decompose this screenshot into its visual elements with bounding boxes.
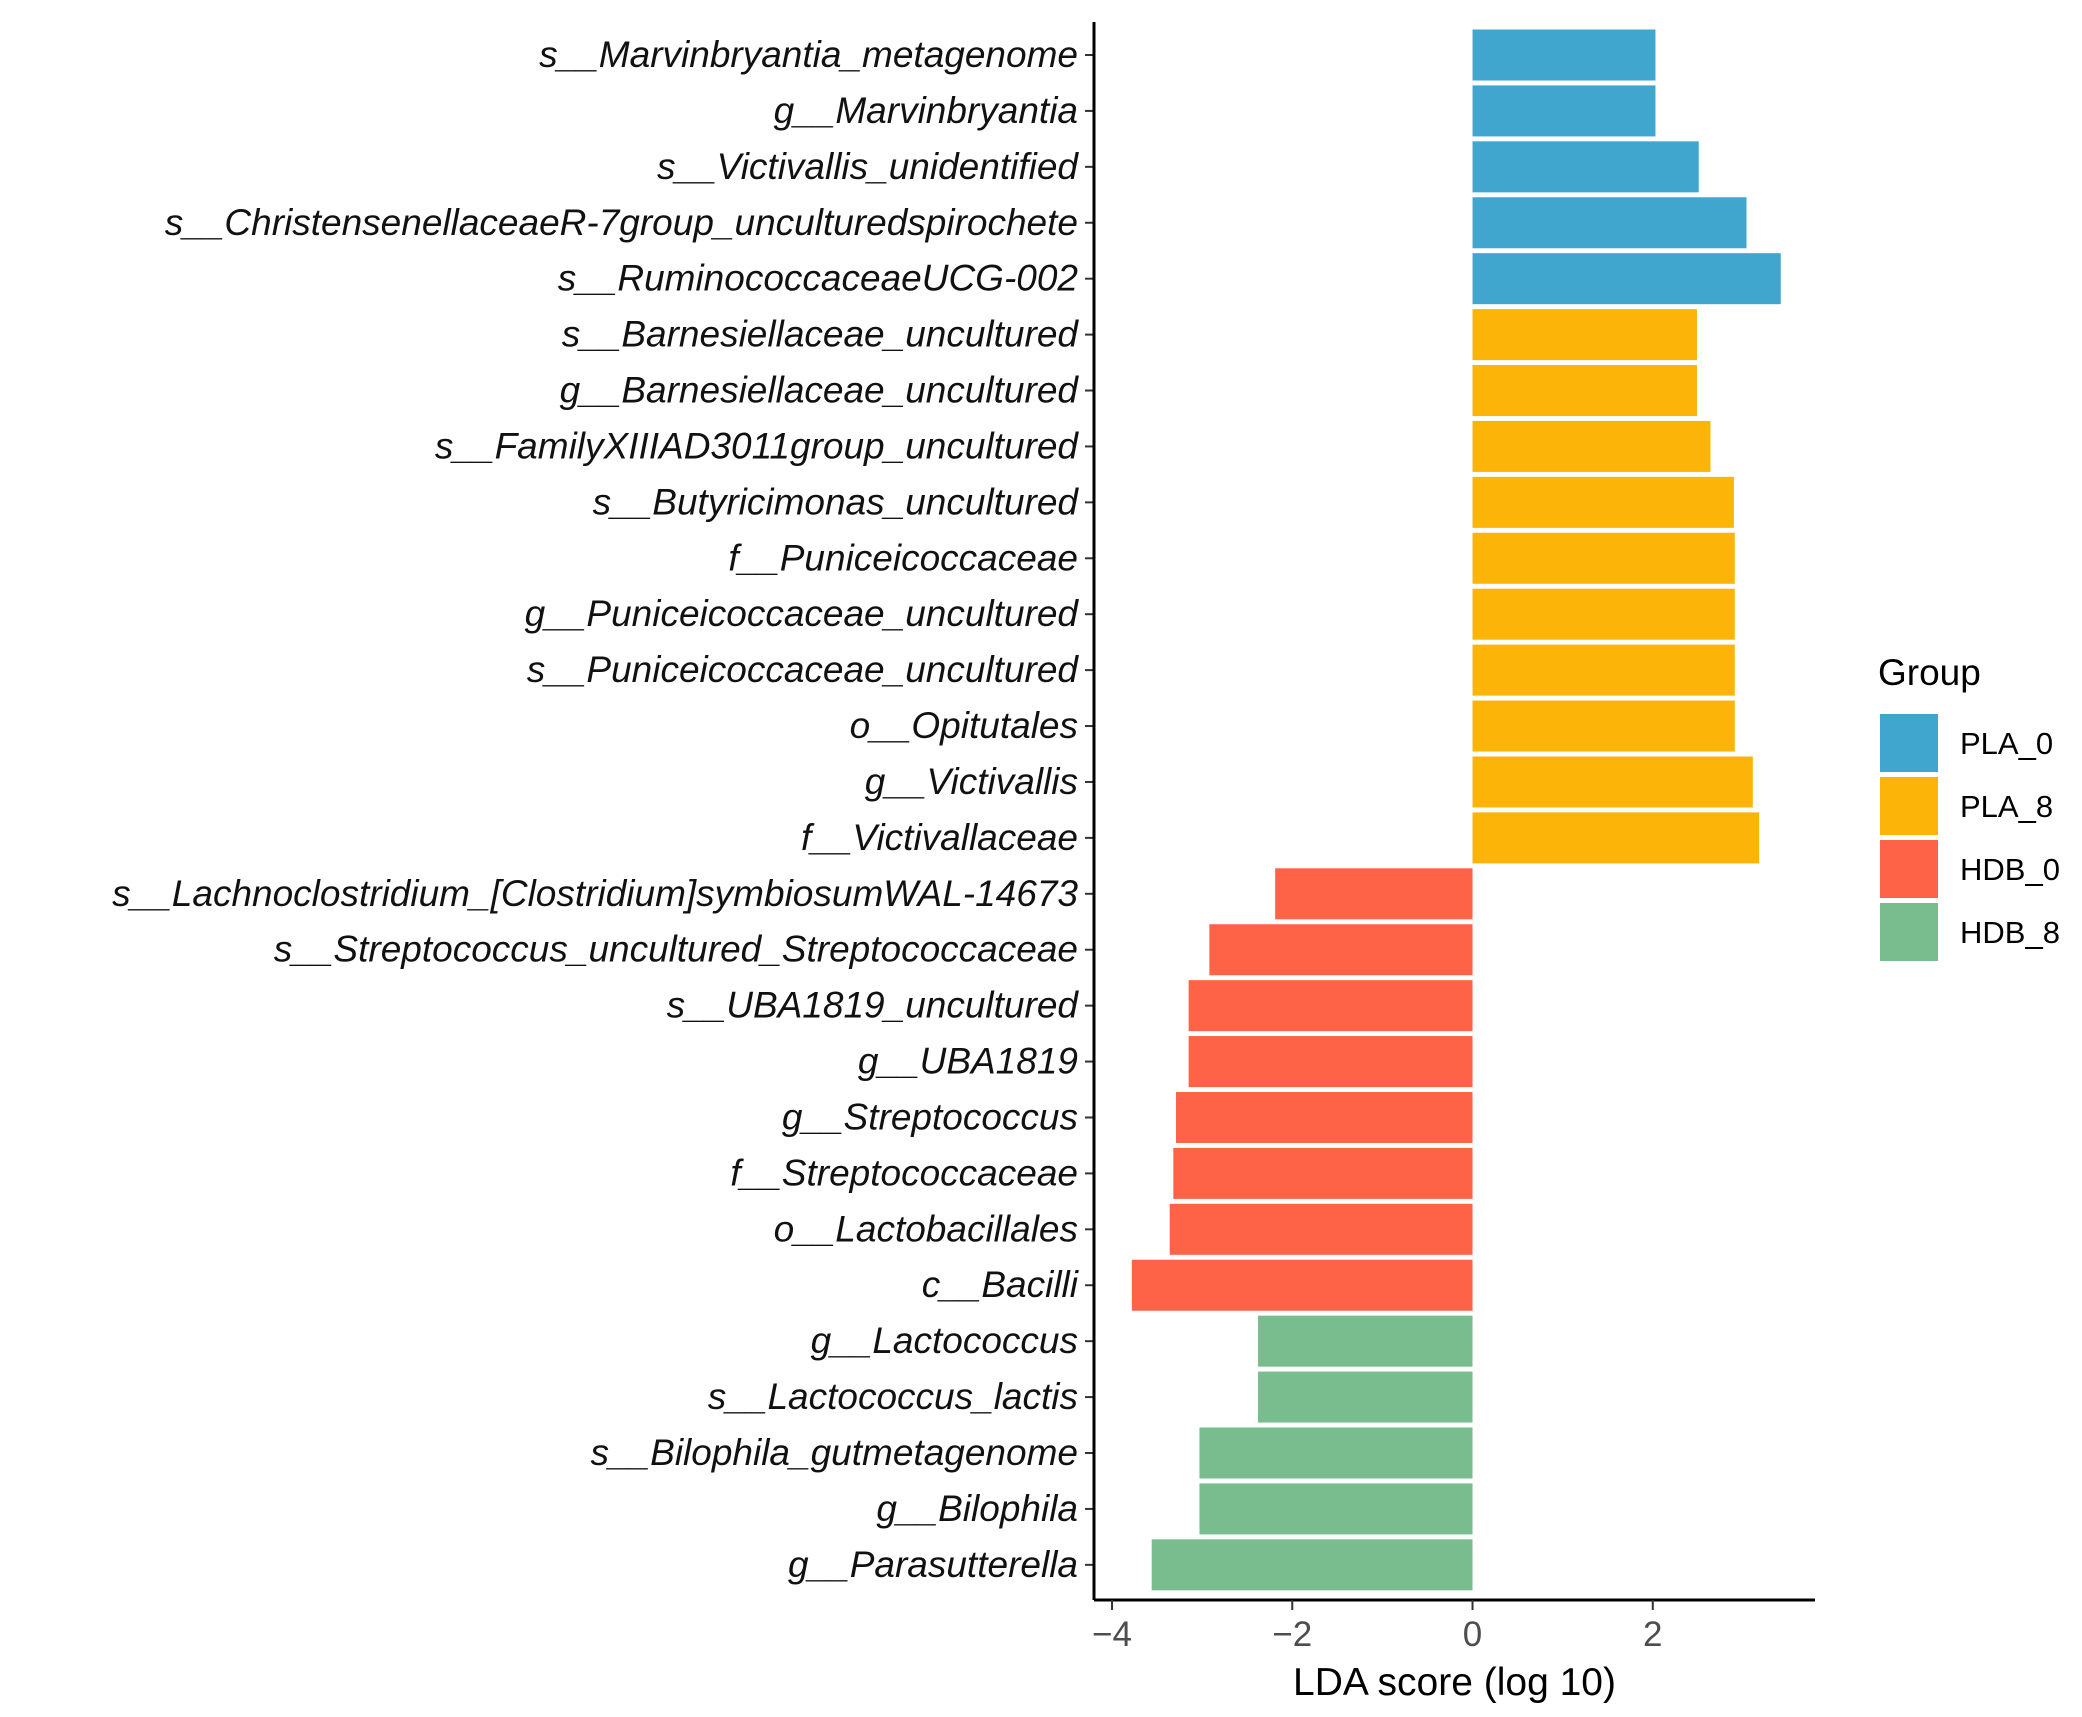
category-label: s__Lachnoclostridium_[Clostridium]symbio… (112, 873, 1078, 914)
legend-swatch-hdb_8 (1880, 903, 1938, 961)
bar-pla_8-12 (1472, 700, 1735, 752)
category-label: s__Victivallis_unidentified (657, 146, 1079, 187)
legend-items: PLA_0 PLA_8 HDB_0 HDB_8 (1880, 714, 2060, 961)
bar-pla_0-3 (1472, 197, 1747, 249)
category-labels: s__Marvinbryantia_metagenome g__Marvinbry… (112, 34, 1080, 1585)
bar-hdb_0-20 (1173, 1147, 1473, 1199)
bar-pla_8-13 (1472, 756, 1753, 808)
bar-hdb_0-17 (1188, 980, 1473, 1032)
legend-swatch-pla_0 (1880, 714, 1938, 772)
category-label: g__Puniceicoccaceae_uncultured (525, 593, 1080, 634)
x-axis-title: LDA score (log 10) (1293, 1661, 1616, 1704)
bar-hdb_0-22 (1131, 1259, 1473, 1311)
category-label: s__Streptococcus_uncultured_Streptococca… (274, 929, 1078, 970)
category-label: o__Opitutales (850, 705, 1078, 746)
bar-hdb_8-23 (1258, 1315, 1473, 1367)
bar-hdb_8-25 (1199, 1427, 1473, 1479)
legend-swatch-hdb_0 (1880, 840, 1938, 898)
bar-hdb_0-19 (1176, 1091, 1473, 1143)
category-label: s__FamilyXIIIAD3011group_uncultured (435, 425, 1079, 466)
legend-title: Group (1878, 652, 1981, 693)
bars-layer (1131, 29, 1781, 1591)
category-label: s__Lactococcus_lactis (708, 1376, 1078, 1417)
bar-pla_0-1 (1472, 85, 1656, 137)
category-label: f__Puniceicoccaceae (728, 537, 1078, 578)
bar-hdb_8-27 (1151, 1539, 1473, 1591)
bar-pla_8-9 (1472, 532, 1735, 584)
legend-label-hdb_0: HDB_0 (1960, 852, 2060, 887)
x-tick-label: 2 (1643, 1615, 1662, 1654)
category-label: s__Butyricimonas_uncultured (593, 481, 1080, 522)
legend-swatch-pla_8 (1880, 777, 1938, 835)
bar-pla_8-5 (1472, 309, 1697, 361)
bar-hdb_0-18 (1188, 1036, 1473, 1088)
legend-label-hdb_8: HDB_8 (1960, 915, 2060, 950)
bar-pla_8-6 (1472, 365, 1697, 417)
category-label: s__Puniceicoccaceae_uncultured (527, 649, 1080, 690)
category-label: g__Marvinbryantia (774, 90, 1078, 131)
category-label: s__Bilophila_gutmetagenome (590, 1432, 1078, 1473)
category-label: g__Barnesiellaceae_uncultured (560, 370, 1080, 411)
legend: Group PLA_0 PLA_8 HDB_0 HDB_8 (1878, 652, 2060, 961)
category-label: c__Bacilli (922, 1264, 1080, 1305)
category-label: s__UBA1819_uncultured (667, 985, 1080, 1026)
category-label: f__Victivallaceae (801, 817, 1078, 858)
category-label: s__RuminococcaceaeUCG-002 (558, 258, 1079, 299)
category-label: s__ChristensenellaceaeR-7group_unculture… (165, 202, 1078, 243)
bar-pla_8-7 (1472, 420, 1711, 472)
category-label: g__Streptococcus (782, 1096, 1078, 1137)
category-label: o__Lactobacillales (774, 1208, 1078, 1249)
bar-hdb_0-15 (1275, 868, 1473, 920)
bar-pla_0-4 (1472, 253, 1781, 305)
bar-hdb_8-26 (1199, 1483, 1473, 1535)
bar-pla_8-8 (1472, 476, 1734, 528)
category-label: s__Marvinbryantia_metagenome (539, 34, 1078, 75)
bar-pla_0-2 (1472, 141, 1699, 193)
category-label: g__Victivallis (865, 761, 1078, 802)
bar-pla_8-11 (1472, 644, 1735, 696)
bar-pla_0-0 (1472, 29, 1656, 81)
x-tick-label: −2 (1272, 1615, 1312, 1654)
legend-label-pla_0: PLA_0 (1960, 726, 2053, 761)
bar-hdb_0-16 (1209, 924, 1473, 976)
category-label: s__Barnesiellaceae_uncultured (562, 314, 1080, 355)
bar-pla_8-10 (1472, 588, 1735, 640)
category-label: f__Streptococcaceae (730, 1152, 1078, 1193)
category-label: g__Bilophila (876, 1488, 1078, 1529)
category-label: g__UBA1819 (858, 1041, 1078, 1082)
x-tick-label: 0 (1463, 1615, 1482, 1654)
category-label: g__Parasutterella (788, 1544, 1078, 1585)
bar-hdb_8-24 (1258, 1371, 1473, 1423)
legend-label-pla_8: PLA_8 (1960, 789, 2053, 824)
bar-pla_8-14 (1472, 812, 1760, 864)
x-tick-label: −4 (1092, 1615, 1132, 1654)
bar-hdb_0-21 (1169, 1203, 1473, 1255)
x-ticks: −4 −2 0 2 (1092, 1600, 1663, 1654)
category-label: g__Lactococcus (811, 1320, 1078, 1361)
